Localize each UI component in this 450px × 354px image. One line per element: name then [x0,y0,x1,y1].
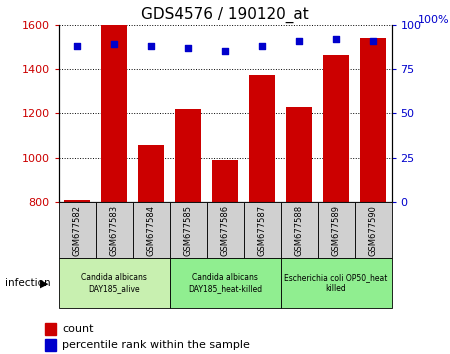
Text: GSM677587: GSM677587 [257,205,266,256]
Text: percentile rank within the sample: percentile rank within the sample [62,339,250,350]
Y-axis label: 100%: 100% [418,15,450,25]
Bar [132,202,170,258]
Point [369,38,377,44]
Bar [58,258,170,308]
Bar [64,200,90,202]
Text: GSM677582: GSM677582 [72,205,81,256]
Text: GSM677585: GSM677585 [184,205,193,256]
Bar [355,202,392,258]
Point [221,48,229,54]
Bar [45,338,57,350]
Text: Candida albicans
DAY185_heat-killed: Candida albicans DAY185_heat-killed [188,274,262,293]
Bar [280,258,392,308]
Bar [170,202,207,258]
Bar [58,202,95,258]
Bar [280,202,318,258]
Bar [170,258,280,308]
Bar [101,25,127,202]
Text: GSM677588: GSM677588 [294,205,303,256]
Text: GSM677589: GSM677589 [332,205,341,256]
Text: GSM677583: GSM677583 [109,205,118,256]
Title: GDS4576 / 190120_at: GDS4576 / 190120_at [141,7,309,23]
Bar [360,38,386,202]
Text: GSM677590: GSM677590 [369,205,378,256]
Point [73,43,81,49]
Bar [207,202,243,258]
Bar [323,55,349,202]
Bar [138,145,164,202]
Point [148,43,155,49]
Text: count: count [62,324,94,334]
Bar [249,75,275,202]
Bar [243,202,280,258]
Point [110,41,117,47]
Bar [212,160,238,202]
Point [258,43,265,49]
Bar [286,107,312,202]
Bar [45,322,57,335]
Bar [318,202,355,258]
Text: GSM677584: GSM677584 [147,205,156,256]
Point [295,38,302,44]
Text: infection: infection [4,278,50,288]
Point [184,45,192,51]
Bar [95,202,132,258]
Text: GSM677586: GSM677586 [220,205,230,256]
Text: Candida albicans
DAY185_alive: Candida albicans DAY185_alive [81,274,147,293]
Text: ▶: ▶ [40,278,48,288]
Point [333,36,340,42]
Text: Escherichia coli OP50_heat
killed: Escherichia coli OP50_heat killed [284,274,388,293]
Bar [175,109,201,202]
